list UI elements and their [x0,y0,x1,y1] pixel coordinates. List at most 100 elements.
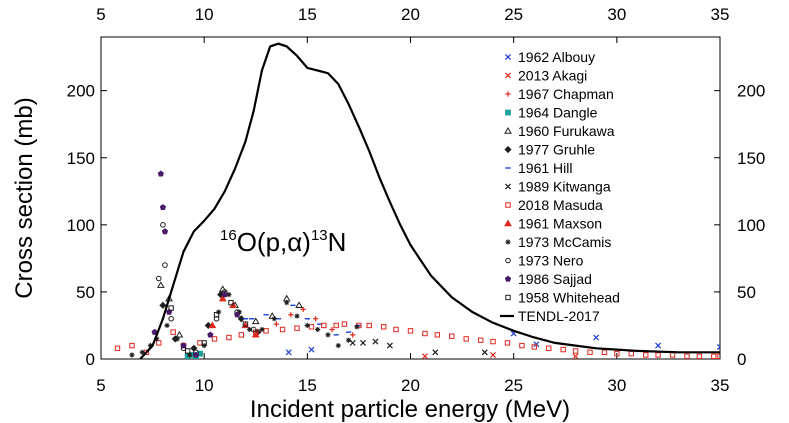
2018-masuda-point [490,338,496,345]
1973-mccamis-point [284,300,290,306]
1973-mccamis-point [315,326,321,333]
1973-mccamis-point [139,349,145,355]
1986-sajjad-point [161,228,169,235]
legend-1964-dangle-label: 1964 Dangle [518,105,598,121]
x-tick-label-top: 10 [195,5,214,24]
1973-nero-point [250,326,257,333]
legend-1961-maxson-label: 1961 Maxson [518,216,602,232]
1962-albouy-point [655,342,662,349]
1958-whitehead-point [201,340,207,346]
1989-kitwanga-point [349,339,356,346]
1973-mccamis-point [164,322,170,329]
2013-akagi-point [490,351,497,358]
1973-mccamis-point [246,326,253,333]
1973-nero-point [162,262,168,268]
x-tick-label-top: 35 [711,5,730,24]
2018-masuda-point [294,325,300,331]
legend-2013-akagi-swatch [504,72,512,79]
1960-furukawa-point [295,301,303,309]
2018-masuda-point [601,349,608,355]
y-tick-label: 150 [67,149,95,168]
1973-nero-point [155,275,162,282]
x-tick-label-top: 5 [96,5,105,24]
2018-masuda-point [279,326,286,333]
x-tick-label: 30 [607,376,626,395]
legend-1960-furukawa-label: 1960 Furukawa [518,123,615,139]
1962-albouy-point [285,349,292,356]
2018-masuda-point [614,350,620,357]
legend-1973-nero-label: 1973 Nero [518,253,584,269]
2018-masuda-point [170,329,176,335]
1967-chapman-point [350,332,356,338]
legend-2013-akagi-label: 2013 Akagi [518,68,587,84]
legend-1962-albouy-label: 1962 Albouy [518,49,595,65]
legend-1973-mccamis-swatch [505,239,511,245]
2018-masuda-point [114,345,121,351]
1973-mccamis-point [271,316,277,322]
y-tick-label: 200 [67,82,95,101]
reaction-annotation: 16O(p,α)13N [220,227,346,257]
2018-masuda-point [341,321,348,327]
1973-mccamis-point [335,342,341,349]
2018-masuda-point [696,353,703,359]
2018-masuda-point [519,342,525,349]
1973-nero-point [160,222,166,228]
legend-1973-mccamis-label: 1973 McCamis [518,234,611,250]
2018-masuda-point [434,332,441,338]
1958-whitehead-point [168,305,174,311]
plot-frame [100,36,721,360]
x-axis-title: Incident particle energy (MeV) [250,396,570,423]
1961-maxson-point [218,294,227,302]
x-ticks: 5 5 10 10 15 15 20 20 25 25 30 30 35 35 [96,5,729,395]
1960-furukawa-point [282,294,291,302]
y-tick-label: 50 [76,283,95,302]
2018-masuda-point [684,353,690,359]
1986-sajjad-point [234,311,241,318]
1960-furukawa-point [175,330,184,338]
2018-masuda-point [238,332,245,338]
1958-whitehead-point [213,312,220,318]
1977-gruhle-point [159,301,167,309]
1986-sajjad-point [207,331,214,338]
y-tick-label: 100 [67,216,95,235]
legend-1960-furukawa-swatch [504,126,512,134]
1973-mccamis-point [294,313,300,319]
legend-1977-gruhle-swatch [504,145,512,154]
x-tick-label-top: 15 [298,5,317,24]
1961-maxson-point [251,330,260,338]
2018-masuda-point [628,350,634,357]
legend-2018-masuda-label: 2018 Masuda [518,197,603,213]
1989-kitwanga-point [360,339,367,346]
1986-sajjad-point [180,342,187,349]
legend: 1962 Albouy 2013 Akagi 1967 Chapman 1964 Da… [500,49,620,324]
x-tick-label: 15 [298,376,317,395]
data-markers [114,170,720,359]
x-tick-label-top: 30 [607,5,626,24]
legend-1989-kitwanga-label: 1989 Kitwanga [518,179,611,195]
1989-kitwanga-point [372,338,379,345]
legend-2018-masuda-swatch [505,202,511,208]
2013-akagi-point [421,353,428,359]
2018-masuda-point [655,352,661,358]
2018-masuda-point [463,336,469,342]
1973-mccamis-point [226,292,232,298]
legend-1958-whitehead-swatch [505,294,511,301]
x-tick-label: 25 [504,376,523,395]
2018-masuda-point [380,324,387,330]
1973-mccamis-point [346,337,352,343]
2018-masuda-point [587,349,593,355]
legend-1961-hill-label: 1961 Hill [518,160,572,176]
2018-masuda-point [211,336,218,342]
1973-mccamis-point [174,336,180,342]
1967-chapman-point [329,326,335,333]
1962-albouy-point [593,334,600,341]
1962-albouy-point [716,343,720,350]
2018-masuda-point [504,340,511,346]
1958-whitehead-point [228,299,234,306]
2018-masuda-point [226,334,232,341]
1973-nero-point [168,315,174,322]
y-tick-label-right: 150 [737,149,765,168]
legend-1986-sajjad-label: 1986 Sajjad [518,271,592,287]
1967-chapman-point [288,312,294,318]
2018-masuda-point [422,330,428,337]
